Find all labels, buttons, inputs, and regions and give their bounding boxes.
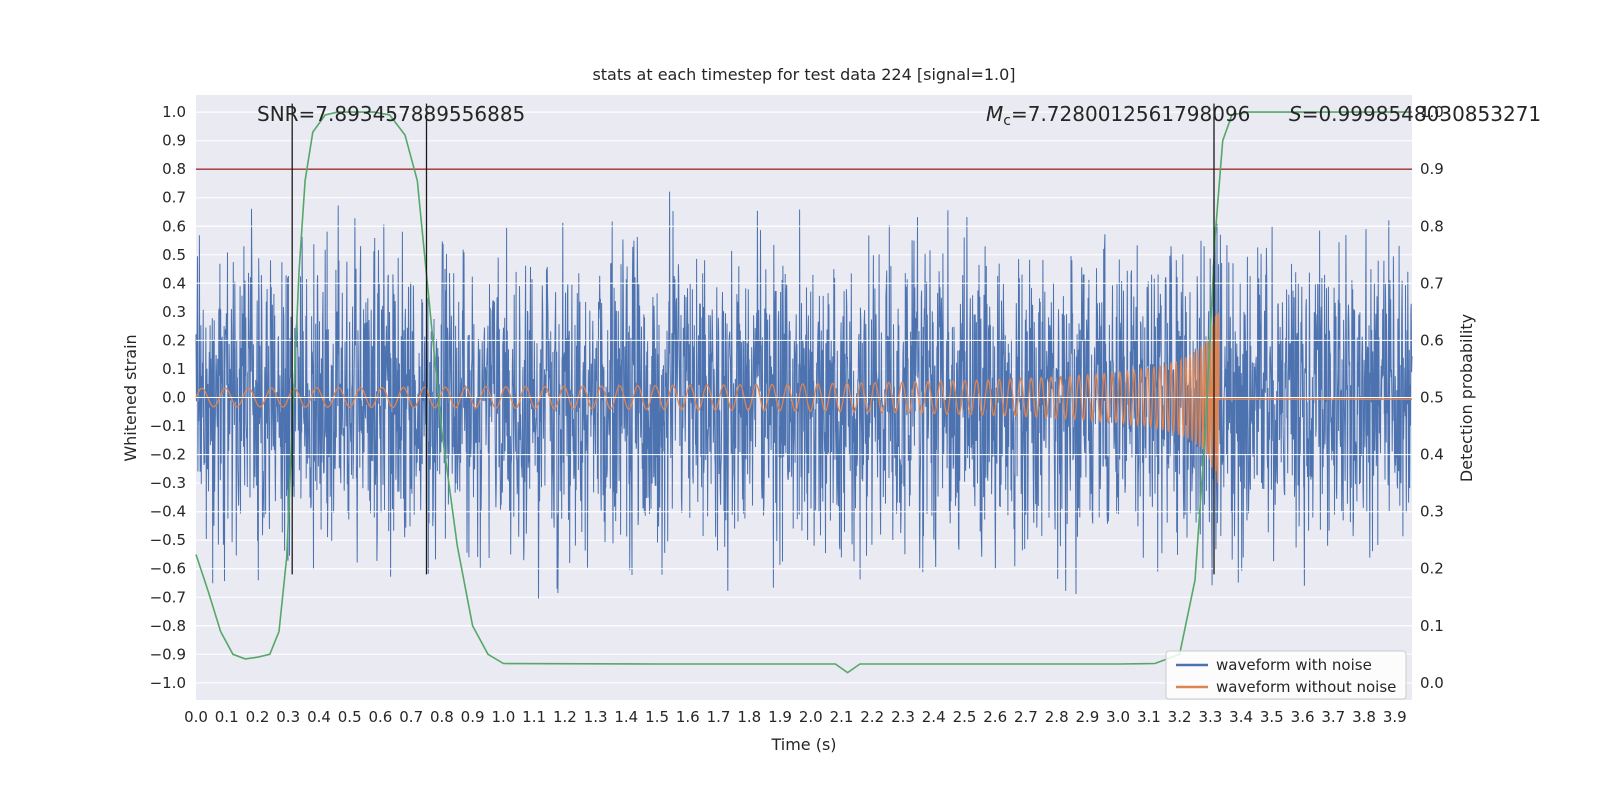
y-left-tick-label: −0.1 xyxy=(150,417,186,435)
y-left-tick-label: 1.0 xyxy=(162,103,186,121)
x-tick-label: 2.1 xyxy=(830,708,854,726)
y-left-tick-label: 0.4 xyxy=(162,274,186,292)
x-tick-label: 1.0 xyxy=(491,708,515,726)
y-left-tick-label: 0.8 xyxy=(162,160,186,178)
y-left-tick-label: 0.2 xyxy=(162,331,186,349)
y-right-tick-label: 0.5 xyxy=(1420,389,1444,407)
y-left-tick-label: −0.6 xyxy=(150,560,186,578)
x-tick-label: 0.9 xyxy=(461,708,485,726)
y-right-tick-label: 0.9 xyxy=(1420,160,1444,178)
x-tick-label: 0.5 xyxy=(338,708,362,726)
x-tick-label: 3.1 xyxy=(1137,708,1161,726)
waveform-with-noise-path xyxy=(195,191,1413,599)
x-tick-label: 2.2 xyxy=(860,708,884,726)
x-tick-label: 1.2 xyxy=(553,708,577,726)
y-left-tick-label: 0.1 xyxy=(162,360,186,378)
y-left-tick-label: −0.9 xyxy=(150,645,186,663)
x-tick-label: 1.8 xyxy=(737,708,761,726)
x-tick-label: 2.4 xyxy=(922,708,946,726)
x-tick-label: 1.1 xyxy=(522,708,546,726)
y-left-tick-label: −0.5 xyxy=(150,531,186,549)
x-tick-label: 1.9 xyxy=(768,708,792,726)
x-tick-label: 1.7 xyxy=(707,708,731,726)
y-right-axis-label: Detection probability xyxy=(1457,314,1476,482)
x-tick-label: 3.3 xyxy=(1198,708,1222,726)
x-tick-label: 3.0 xyxy=(1106,708,1130,726)
x-tick-label: 3.5 xyxy=(1260,708,1284,726)
x-tick-label: 2.3 xyxy=(891,708,915,726)
x-tick-label: 2.9 xyxy=(1075,708,1099,726)
y-right-tick-label: 0.8 xyxy=(1420,217,1444,235)
x-tick-label: 3.7 xyxy=(1321,708,1345,726)
chart-title: stats at each timestep for test data 224… xyxy=(592,65,1015,84)
y-left-tick-label: −1.0 xyxy=(150,674,186,692)
y-right-tick-label: 0.3 xyxy=(1420,503,1444,521)
x-tick-label: 3.4 xyxy=(1229,708,1253,726)
y-left-tick-label: −0.8 xyxy=(150,617,186,635)
y-right-tick-label: 0.6 xyxy=(1420,331,1444,349)
x-tick-label: 0.4 xyxy=(307,708,331,726)
y-left-tick-label: 0.9 xyxy=(162,132,186,150)
x-tick-label: 2.5 xyxy=(953,708,977,726)
y-left-tick-label: 0.6 xyxy=(162,217,186,235)
y-left-tick-label: −0.2 xyxy=(150,446,186,464)
x-tick-label: 3.6 xyxy=(1291,708,1315,726)
y-left-tick-label: 0.7 xyxy=(162,189,186,207)
detection-probability-path xyxy=(195,111,1412,674)
annotation-mc: Mc=7.7280012561798096 xyxy=(986,102,1250,129)
x-tick-label: 2.0 xyxy=(799,708,823,726)
y-right-tick-label: 0.2 xyxy=(1420,560,1444,578)
x-tick-label: 0.2 xyxy=(246,708,270,726)
x-tick-label: 0.7 xyxy=(399,708,423,726)
x-tick-label: 2.7 xyxy=(1014,708,1038,726)
y-right-tick-label: 0.7 xyxy=(1420,274,1444,292)
y-left-tick-label: 0.3 xyxy=(162,303,186,321)
y-right-tick-label: 1.0 xyxy=(1420,103,1444,121)
annotation-s: S=0.9998548030853271 xyxy=(1289,102,1541,126)
x-tick-label: 3.2 xyxy=(1168,708,1192,726)
x-tick-label: 1.3 xyxy=(584,708,608,726)
legend: waveform with noise waveform without noi… xyxy=(1165,650,1407,700)
tick-labels: 0.0 0.1 0.2 0.3 0.4 0.5 0.6 0.7 0.8 0.9 1.0 1.1 1.2 1… xyxy=(150,103,1444,726)
y-right-tick-label: 0.1 xyxy=(1420,617,1444,635)
x-tick-label: 0.3 xyxy=(276,708,300,726)
x-tick-label: 1.6 xyxy=(676,708,700,726)
y-left-tick-label: −0.4 xyxy=(150,503,186,521)
plot-area xyxy=(195,95,1413,700)
legend-box xyxy=(1165,650,1407,700)
y-right-tick-label: 0.0 xyxy=(1420,674,1444,692)
y-left-axis-label: Whitened strain xyxy=(121,334,140,461)
x-tick-label: 0.1 xyxy=(215,708,239,726)
legend-label-waveform-without-noise: waveform without noise xyxy=(1216,678,1396,696)
y-left-tick-label: 0.0 xyxy=(162,389,186,407)
x-tick-label: 2.6 xyxy=(983,708,1007,726)
waveform-without-noise-path xyxy=(195,312,1412,484)
x-tick-label: 0.8 xyxy=(430,708,454,726)
legend-label-waveform-with-noise: waveform with noise xyxy=(1216,656,1372,674)
annotation-snr: SNR=7.893457889556885 xyxy=(257,102,525,126)
x-axis-label: Time (s) xyxy=(770,735,836,754)
x-tick-label: 0.6 xyxy=(368,708,392,726)
y-left-tick-label: 0.5 xyxy=(162,246,186,264)
x-tick-label: 2.8 xyxy=(1045,708,1069,726)
y-left-tick-label: −0.7 xyxy=(150,588,186,606)
x-tick-label: 3.9 xyxy=(1383,708,1407,726)
x-tick-label: 1.5 xyxy=(645,708,669,726)
y-left-tick-label: −0.3 xyxy=(150,474,186,492)
y-right-tick-label: 0.4 xyxy=(1420,446,1444,464)
x-tick-label: 3.8 xyxy=(1352,708,1376,726)
x-tick-label: 1.4 xyxy=(614,708,638,726)
x-tick-label: 0.0 xyxy=(184,708,208,726)
